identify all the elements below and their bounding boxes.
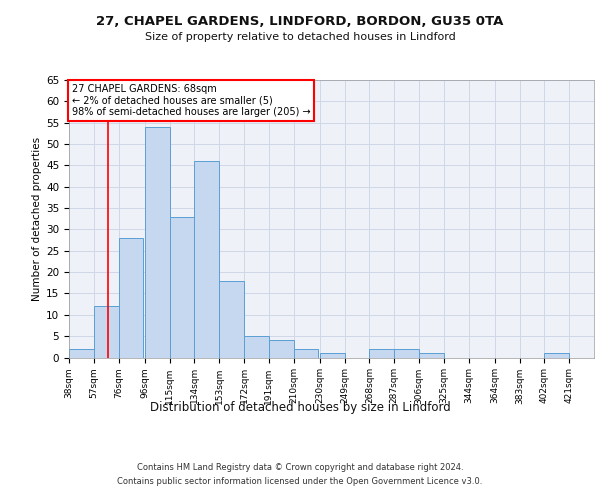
Bar xyxy=(145,127,170,358)
Text: 27 CHAPEL GARDENS: 68sqm
← 2% of detached houses are smaller (5)
98% of semi-det: 27 CHAPEL GARDENS: 68sqm ← 2% of detache… xyxy=(71,84,310,117)
Bar xyxy=(320,353,344,358)
Bar xyxy=(419,353,444,358)
Bar xyxy=(293,349,319,358)
Text: Contains HM Land Registry data © Crown copyright and database right 2024.: Contains HM Land Registry data © Crown c… xyxy=(137,463,463,472)
Text: Size of property relative to detached houses in Lindford: Size of property relative to detached ho… xyxy=(145,32,455,42)
Bar xyxy=(170,216,194,358)
Bar xyxy=(194,161,219,358)
Bar xyxy=(219,280,244,357)
Bar xyxy=(244,336,269,357)
Bar xyxy=(394,349,419,358)
Bar xyxy=(370,349,394,358)
Bar xyxy=(544,353,569,358)
Bar xyxy=(119,238,143,358)
Text: Contains public sector information licensed under the Open Government Licence v3: Contains public sector information licen… xyxy=(118,476,482,486)
Bar xyxy=(269,340,293,357)
Text: Distribution of detached houses by size in Lindford: Distribution of detached houses by size … xyxy=(149,401,451,414)
Bar xyxy=(69,349,94,358)
Bar xyxy=(94,306,119,358)
Y-axis label: Number of detached properties: Number of detached properties xyxy=(32,136,42,301)
Text: 27, CHAPEL GARDENS, LINDFORD, BORDON, GU35 0TA: 27, CHAPEL GARDENS, LINDFORD, BORDON, GU… xyxy=(97,15,503,28)
